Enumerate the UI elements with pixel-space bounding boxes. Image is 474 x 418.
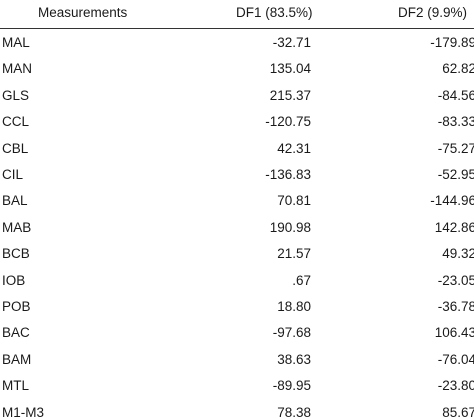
row-label: MAB [2,219,32,235]
row-label: MTL [2,378,29,394]
row-df1-value: 78.38 [277,404,311,418]
row-label: M1-M3 [2,404,45,418]
row-df2-value: -52.95 [437,167,474,182]
row-df1-value: 70.81 [277,193,311,209]
row-label: IOB [2,272,26,288]
row-df2-value: -144.96 [430,193,474,209]
row-df1-value: 215.37 [269,87,311,103]
table-row: GLS 215.37 -84.56 [0,83,474,109]
row-df1-value: -136.83 [265,167,311,182]
row-df2-value: -84.56 [437,87,474,103]
row-df2-value: -75.27 [437,140,474,156]
row-label: BAM [2,351,32,367]
table-row: MTL -89.95 -23.80 [0,373,474,399]
table-row: MAL -32.71 -179.89 [0,30,474,56]
row-label: CIL [2,167,24,182]
row-df1-value: 38.63 [277,351,311,367]
table-row: IOB .67 -23.05 [0,268,474,294]
row-df1-value: 21.57 [277,246,311,262]
row-df2-value: 142.86 [434,219,474,235]
table-row: M1-M3 78.38 85.67 [0,400,474,418]
header-df2: DF2 (9.9%) [398,5,468,20]
table-row: BAL 70.81 -144.96 [0,188,474,214]
row-df2-value: 49.32 [442,246,474,262]
row-df2-value: -179.89 [430,35,474,50]
table-row: POB 18.80 -36.78 [0,294,474,320]
row-df2-value: -23.80 [437,378,474,394]
row-df1-value: -97.68 [272,325,311,341]
row-df2-value: -76.04 [437,351,474,367]
table-row: MAB 190.98 142.86 [0,215,474,241]
table-row: CIL -136.83 -52.95 [0,162,474,188]
row-df1-value: 135.04 [269,61,311,77]
row-label: BAL [2,193,28,209]
row-label: MAN [2,61,32,77]
header-df1: DF1 (83.5%) [236,5,313,20]
row-df2-value: 62.82 [442,61,474,77]
row-df2-value: -23.05 [437,272,474,288]
row-df1-value: -89.95 [272,378,311,394]
table-row: CCL -120.75 -83.33 [0,109,474,135]
row-df2-value: 106.43 [434,325,474,341]
row-df2-value: 85.67 [442,404,474,418]
table-row: BAM 38.63 -76.04 [0,347,474,373]
row-label: CCL [2,114,30,130]
row-df1-value: 18.80 [277,299,311,314]
row-label: CBL [2,140,29,156]
table-row: BCB 21.57 49.32 [0,241,474,267]
row-label: GLS [2,87,30,103]
row-df1-value: .67 [292,272,311,288]
row-label: POB [2,299,31,314]
row-df1-value: -32.71 [272,35,311,50]
row-df2-value: -83.33 [437,114,474,130]
row-label: BAC [2,325,30,341]
header-measurements: Measurements [38,5,128,20]
table-row: MAN 135.04 62.82 [0,56,474,82]
row-df1-value: 42.31 [277,140,311,156]
row-df1-value: 190.98 [269,219,311,235]
table-row: BAC -97.68 106.43 [0,320,474,346]
row-df2-value: -36.78 [437,299,474,314]
row-df1-value: -120.75 [265,114,311,130]
row-label: MAL [2,35,30,50]
header-rule [0,28,474,29]
table-row: CBL 42.31 -75.27 [0,136,474,162]
row-label: BCB [2,246,30,262]
table-header-row: Measurements DF1 (83.5%) DF2 (9.9%) [0,0,474,26]
